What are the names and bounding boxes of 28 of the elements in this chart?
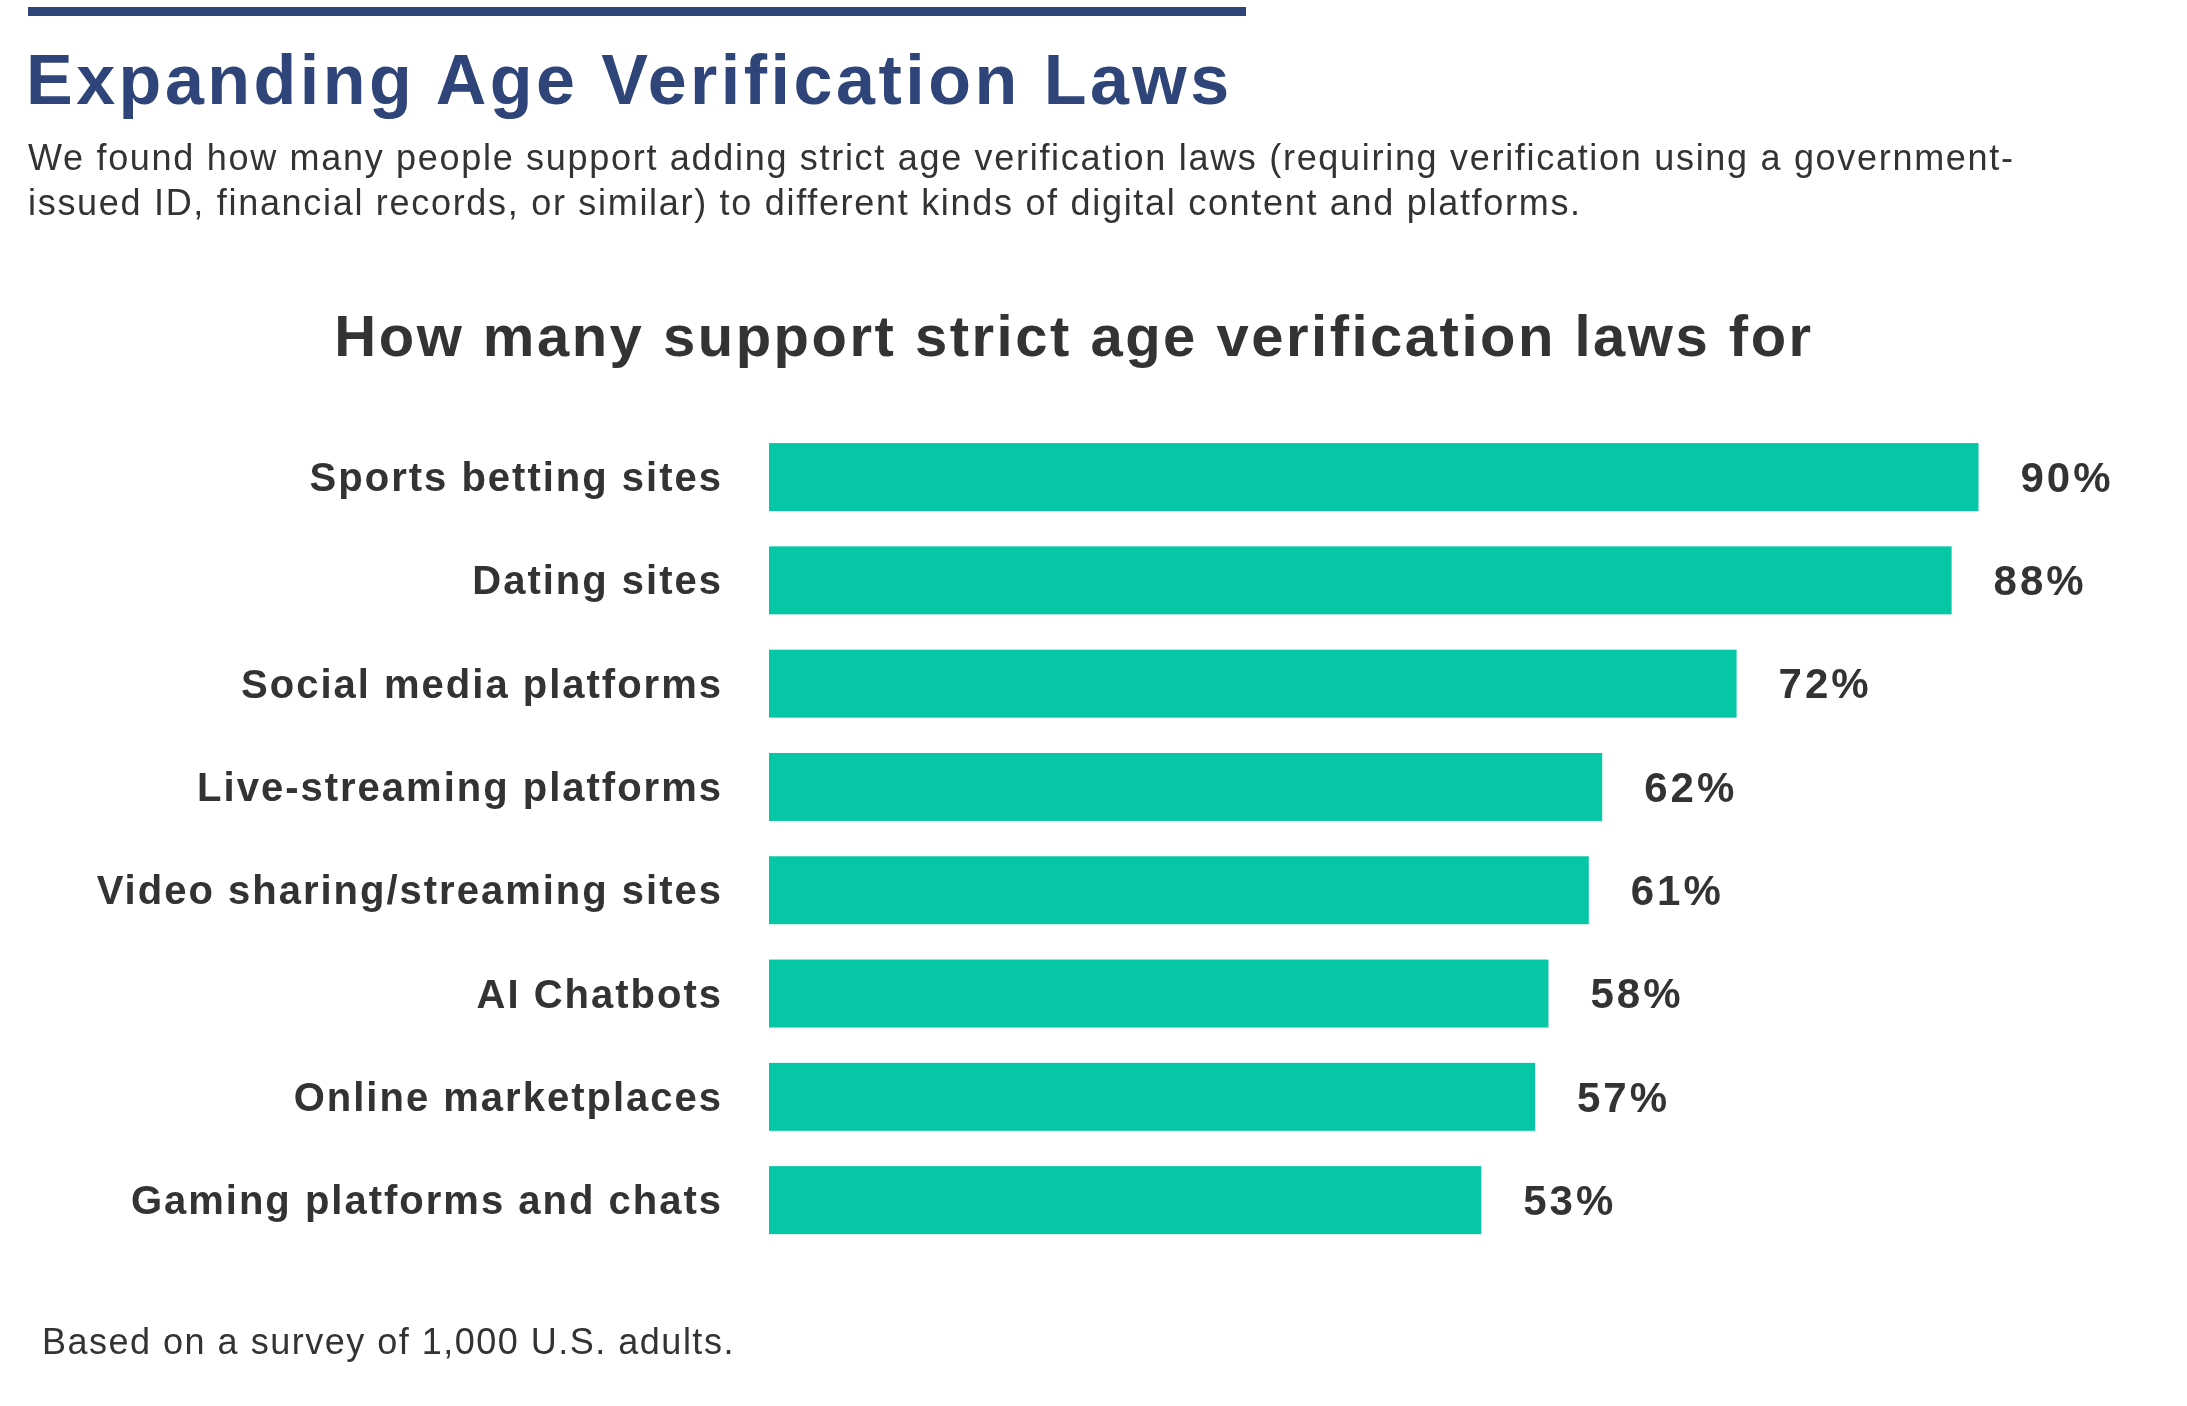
- data-label: 88%: [1993, 557, 2087, 605]
- bar: [769, 959, 1549, 1028]
- bar: [769, 856, 1589, 925]
- chart-subtitle: We found how many people support adding strict age verification laws (requiring verification using a government-issued ID, financial records, or similar) to different kinds of digital content and platforms.: [28, 137, 2015, 223]
- bar: [769, 649, 1737, 718]
- y-tick-label: Social media platforms: [241, 661, 723, 706]
- y-tick-label: Sports betting sites: [309, 455, 723, 500]
- data-label: 57%: [1577, 1073, 1671, 1121]
- bar: [769, 1062, 1536, 1131]
- bar: [769, 443, 1979, 512]
- y-tick-label: AI Chatbots: [476, 971, 723, 1016]
- text: How many support strict age verification laws for: [334, 303, 1814, 368]
- y-tick-label: Online marketplaces: [293, 1074, 723, 1119]
- bar: [769, 546, 1952, 615]
- data-label: 53%: [1523, 1176, 1617, 1224]
- y-tick-label: Video sharing/streaming sites: [96, 868, 723, 913]
- bar: [769, 1166, 1482, 1235]
- data-label: 61%: [1630, 866, 1724, 914]
- data-label: 72%: [1778, 660, 1872, 708]
- data-label: 90%: [2020, 453, 2114, 501]
- bar: [769, 752, 1603, 821]
- text: Based on a survey of 1,000 U.S. adults.: [42, 1321, 735, 1362]
- data-label: 62%: [1644, 763, 1738, 811]
- y-tick-label: Live-streaming platforms: [197, 764, 723, 809]
- y-tick-label: Gaming platforms and chats: [130, 1178, 723, 1223]
- chart-title: Expanding Age Verification Laws: [26, 41, 1233, 119]
- y-tick-label: Dating sites: [472, 558, 723, 603]
- data-label: 58%: [1590, 970, 1684, 1018]
